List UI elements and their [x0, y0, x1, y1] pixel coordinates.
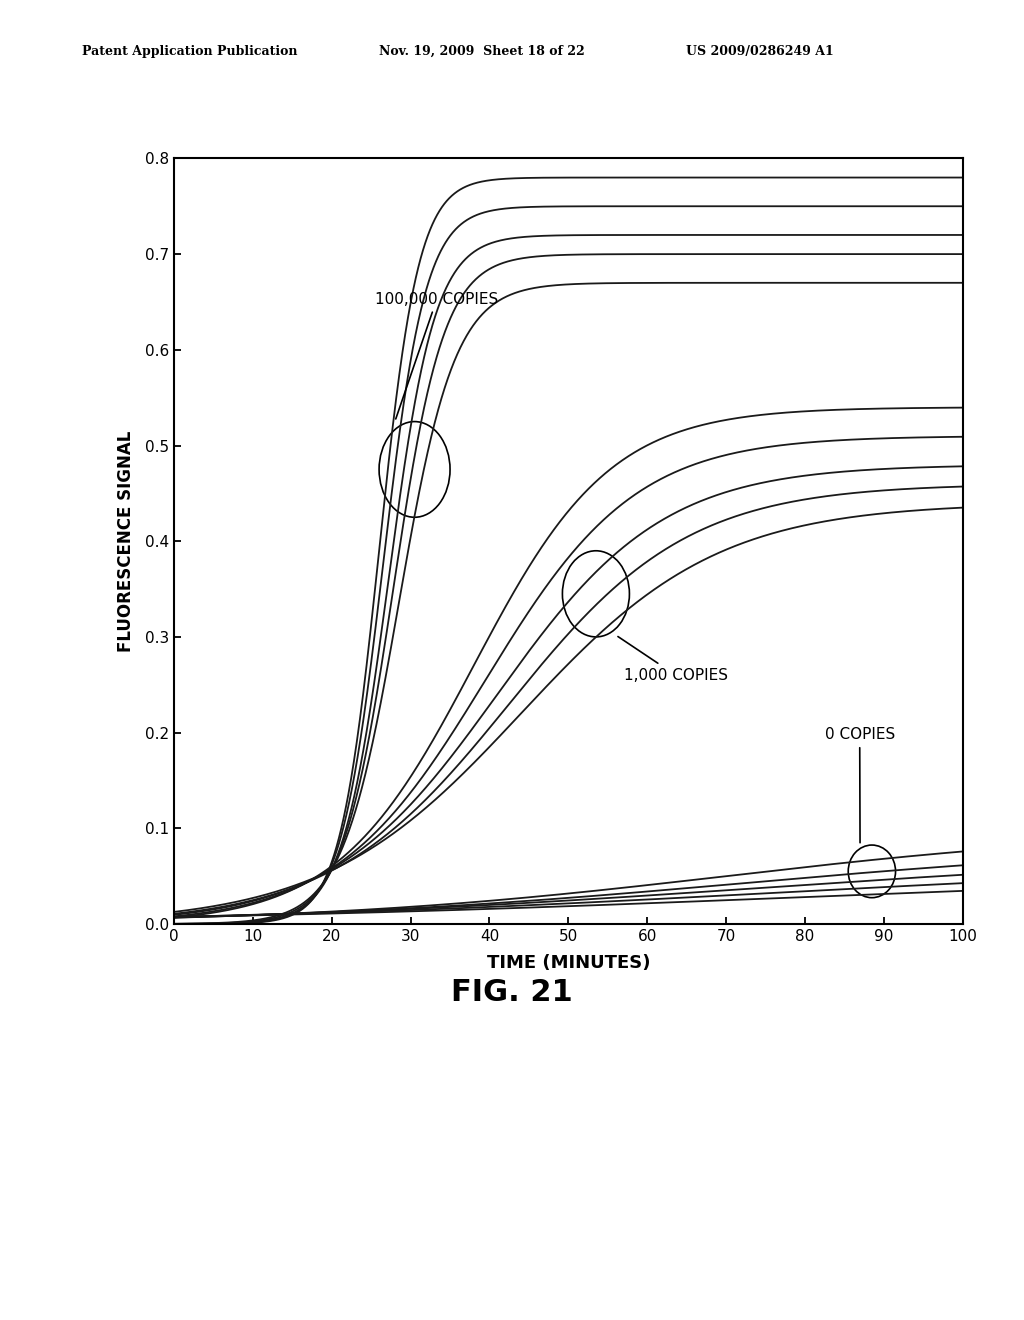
Text: 100,000 COPIES: 100,000 COPIES — [375, 292, 499, 418]
Text: FIG. 21: FIG. 21 — [452, 978, 572, 1007]
Text: Patent Application Publication: Patent Application Publication — [82, 45, 297, 58]
Text: 0 COPIES: 0 COPIES — [824, 727, 895, 842]
Text: 1,000 COPIES: 1,000 COPIES — [617, 636, 727, 682]
Text: US 2009/0286249 A1: US 2009/0286249 A1 — [686, 45, 834, 58]
Y-axis label: FLUORESCENCE SIGNAL: FLUORESCENCE SIGNAL — [117, 430, 135, 652]
X-axis label: TIME (MINUTES): TIME (MINUTES) — [486, 953, 650, 972]
Text: Nov. 19, 2009  Sheet 18 of 22: Nov. 19, 2009 Sheet 18 of 22 — [379, 45, 585, 58]
